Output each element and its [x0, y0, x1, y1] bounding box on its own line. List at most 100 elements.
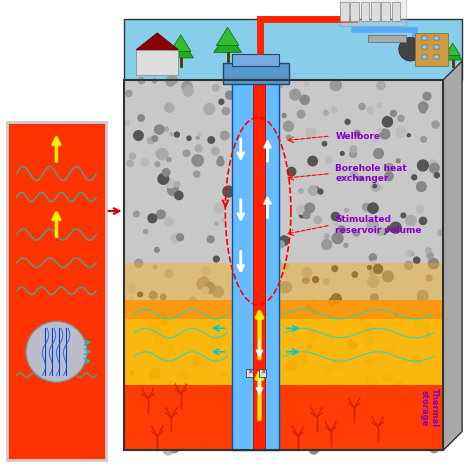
- Circle shape: [282, 113, 286, 118]
- Bar: [371, 2, 380, 21]
- Circle shape: [221, 218, 226, 222]
- Circle shape: [427, 275, 432, 281]
- Circle shape: [334, 222, 337, 226]
- Circle shape: [265, 207, 269, 210]
- Circle shape: [322, 243, 328, 250]
- Circle shape: [226, 91, 234, 99]
- Circle shape: [197, 430, 201, 434]
- Circle shape: [163, 444, 173, 455]
- Circle shape: [164, 103, 174, 112]
- Bar: [125, 80, 443, 450]
- Circle shape: [428, 160, 438, 168]
- Circle shape: [187, 136, 191, 140]
- Circle shape: [155, 162, 160, 166]
- Circle shape: [276, 80, 283, 88]
- Circle shape: [220, 131, 229, 140]
- Circle shape: [394, 403, 399, 408]
- Circle shape: [174, 132, 180, 137]
- Circle shape: [307, 330, 317, 340]
- Circle shape: [170, 132, 173, 136]
- Circle shape: [190, 297, 196, 304]
- Circle shape: [167, 158, 171, 162]
- Circle shape: [396, 159, 400, 163]
- Circle shape: [168, 185, 178, 196]
- Bar: [415, 33, 448, 66]
- Circle shape: [262, 388, 266, 392]
- Circle shape: [237, 288, 242, 293]
- Circle shape: [219, 373, 229, 384]
- Circle shape: [322, 142, 327, 146]
- Circle shape: [174, 182, 180, 187]
- Circle shape: [268, 84, 274, 90]
- Circle shape: [303, 277, 309, 283]
- Circle shape: [124, 120, 129, 125]
- Circle shape: [376, 227, 384, 235]
- Circle shape: [202, 436, 214, 446]
- Circle shape: [300, 396, 303, 399]
- Circle shape: [373, 260, 375, 264]
- Circle shape: [198, 133, 201, 136]
- Circle shape: [150, 303, 153, 306]
- Circle shape: [211, 147, 219, 155]
- Circle shape: [407, 392, 413, 397]
- Circle shape: [426, 248, 431, 253]
- Circle shape: [387, 226, 392, 231]
- Circle shape: [325, 157, 331, 163]
- Polygon shape: [443, 47, 462, 60]
- Circle shape: [382, 230, 386, 234]
- Circle shape: [332, 233, 343, 243]
- Circle shape: [339, 427, 345, 433]
- Circle shape: [419, 217, 427, 225]
- Circle shape: [311, 444, 315, 448]
- Circle shape: [166, 77, 175, 86]
- Circle shape: [380, 427, 384, 431]
- Circle shape: [283, 264, 288, 269]
- Text: ✕: ✕: [260, 370, 266, 376]
- Circle shape: [368, 276, 379, 287]
- Circle shape: [153, 265, 157, 269]
- Circle shape: [300, 95, 310, 104]
- Circle shape: [308, 156, 318, 166]
- Circle shape: [354, 130, 360, 136]
- Circle shape: [404, 261, 412, 269]
- Circle shape: [391, 111, 396, 116]
- Circle shape: [379, 408, 383, 412]
- Circle shape: [269, 363, 275, 370]
- Circle shape: [345, 120, 350, 124]
- Circle shape: [332, 266, 337, 272]
- Circle shape: [385, 116, 389, 120]
- Circle shape: [192, 155, 203, 166]
- Circle shape: [179, 345, 184, 350]
- Circle shape: [239, 80, 249, 91]
- Circle shape: [420, 431, 424, 434]
- Circle shape: [136, 404, 139, 408]
- Circle shape: [350, 146, 356, 152]
- Circle shape: [416, 400, 424, 408]
- Circle shape: [307, 344, 311, 349]
- Circle shape: [179, 325, 182, 328]
- Circle shape: [350, 172, 357, 178]
- Circle shape: [331, 212, 339, 220]
- Circle shape: [267, 178, 274, 185]
- Circle shape: [344, 243, 348, 247]
- Circle shape: [380, 129, 390, 139]
- Circle shape: [195, 145, 202, 152]
- Circle shape: [274, 287, 281, 293]
- Circle shape: [202, 267, 210, 276]
- Circle shape: [127, 285, 136, 294]
- Circle shape: [398, 115, 404, 121]
- Circle shape: [368, 265, 372, 269]
- Circle shape: [305, 203, 315, 212]
- Circle shape: [127, 437, 130, 441]
- Bar: [382, 2, 390, 21]
- Polygon shape: [168, 40, 193, 58]
- Circle shape: [374, 265, 383, 273]
- Circle shape: [287, 167, 296, 176]
- Circle shape: [237, 197, 248, 207]
- Circle shape: [392, 381, 403, 392]
- Circle shape: [238, 155, 245, 161]
- Circle shape: [423, 323, 429, 330]
- Bar: [136, 50, 178, 75]
- Circle shape: [204, 104, 215, 114]
- Circle shape: [207, 236, 214, 242]
